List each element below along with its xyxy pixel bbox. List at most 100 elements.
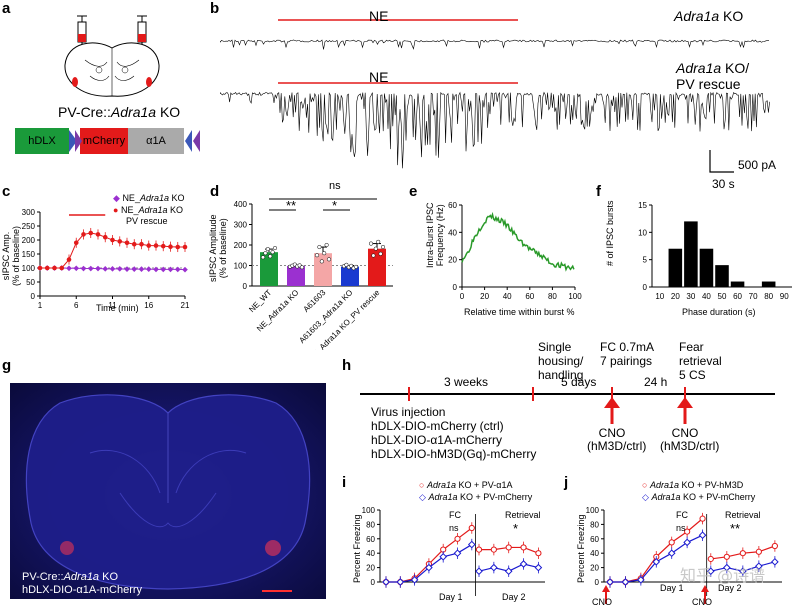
day1-i: Day 1	[439, 592, 463, 602]
point-c-rescue	[117, 239, 123, 244]
interval-3weeks: 3 weeks	[444, 375, 489, 389]
xtick-label-f: 40	[702, 292, 711, 301]
point-blue	[490, 563, 498, 572]
point-red	[755, 548, 762, 555]
brain-injection-diagram	[64, 15, 160, 97]
point-c-ko	[109, 266, 116, 272]
ylabel-c: sIPSC Amp. (% of baseline)	[1, 225, 21, 286]
ylabel-e: Intra-Burst IPSC Frequency (Hz)	[425, 202, 445, 268]
point-red	[468, 524, 475, 532]
point-blue	[453, 549, 462, 558]
xtick-label-f: 50	[718, 292, 727, 301]
dot-d	[265, 247, 270, 252]
point-c-ko	[167, 266, 174, 273]
dot-d	[349, 263, 354, 268]
point-c-rescue	[37, 265, 43, 271]
xtick-label-f: 30	[686, 292, 695, 301]
dot-d	[353, 264, 359, 269]
point-blue	[467, 540, 476, 549]
point-c-rescue	[81, 232, 86, 237]
virus-list: Virus injection hDLX-DIO-mCherry (ctrl) …	[371, 405, 536, 461]
point-blue	[739, 567, 747, 576]
point-blue	[755, 562, 763, 570]
day1-j: Day 1	[660, 583, 684, 593]
bar-d	[260, 252, 278, 286]
ylabel-f: # of IPSC bursts	[605, 200, 615, 266]
dot-d	[270, 250, 275, 255]
ytick-label: 60	[366, 535, 375, 544]
point-blue	[534, 563, 543, 572]
retrieval-label-i: Retrieval	[505, 510, 541, 520]
xtick-label-f: 70	[749, 292, 758, 301]
point-blue	[504, 567, 513, 576]
point-c-ko	[182, 266, 188, 273]
xtick-label-c: 6	[74, 301, 79, 310]
ns-j: ns	[676, 523, 686, 533]
point-c-ko	[138, 266, 145, 272]
point-blue	[410, 576, 419, 584]
point-blue	[637, 576, 645, 584]
panel-letter-a: a	[2, 0, 11, 17]
lox-blue-left-icon	[69, 130, 77, 152]
ytick-label: 20	[590, 564, 599, 573]
chart-j: 0 20 40 60 80 100	[586, 506, 782, 604]
ylabel-i: Percent Freezing	[352, 514, 362, 583]
ytick-label-c: 100	[22, 264, 36, 273]
point-blue	[652, 558, 661, 566]
point-blue	[667, 549, 676, 558]
ytick-label: 0	[595, 578, 600, 587]
dot-d	[260, 255, 266, 260]
retrieval-label-j: Retrieval	[725, 510, 761, 520]
bar-d	[287, 265, 305, 286]
sig-i: *	[513, 521, 519, 536]
point-red	[535, 550, 542, 557]
bar-f	[761, 281, 776, 287]
lox-purple-left-icon	[75, 130, 82, 152]
point-red	[723, 553, 730, 560]
xlabel-c: Time (min)	[96, 303, 139, 313]
point-red	[520, 544, 527, 551]
ytick-label-e: 20	[448, 256, 457, 265]
point-red	[684, 528, 691, 535]
xtick-label-e: 20	[480, 292, 489, 301]
construct-a1a: α1A	[128, 128, 184, 154]
watermark: 知乎 @诗谱	[680, 566, 766, 585]
dot-d	[322, 251, 327, 256]
trace-pv-rescue	[220, 91, 770, 169]
ytick-label-c: 50	[26, 278, 35, 287]
bar-f	[699, 248, 714, 287]
point-c-ko	[80, 265, 87, 272]
point-red	[699, 515, 706, 522]
point-red	[668, 539, 675, 546]
dot-d	[263, 251, 268, 256]
category-label-d: NE_WT	[247, 288, 273, 314]
point-blue	[771, 558, 779, 566]
legend-c-1: ◆ NE_Adra1a KO	[113, 193, 185, 203]
point-c-rescue	[182, 244, 188, 250]
sipsc-traces	[220, 19, 770, 173]
point-c-ko	[102, 266, 109, 272]
point-blue	[519, 560, 528, 568]
ytick-label-d: 100	[234, 262, 248, 271]
ytick-label-f: 5	[643, 256, 648, 265]
point-c-rescue	[102, 234, 108, 240]
xtick-label-f: 10	[655, 292, 664, 301]
dot-d	[299, 265, 305, 270]
point-c-ko	[174, 266, 181, 273]
legend-c-2: ● NE_Adra1a KO	[113, 205, 184, 215]
point-blue	[698, 531, 707, 540]
ytick-label-d: 300	[234, 221, 248, 230]
point-blue	[475, 567, 483, 576]
bar-d	[314, 253, 332, 286]
scale-y-label: 500 pA	[738, 158, 777, 172]
point-blue	[683, 538, 691, 547]
ylabel-d: sIPSC Amplitude (% of baseline)	[208, 214, 228, 282]
point-c-rescue	[124, 240, 130, 246]
ytick-label-f: 10	[638, 228, 647, 237]
point-c-rescue	[73, 240, 79, 246]
point-red	[454, 535, 461, 542]
trace-label-bottom: Adra1a KO/PV rescue	[676, 60, 750, 92]
point-c-ko	[95, 265, 101, 272]
